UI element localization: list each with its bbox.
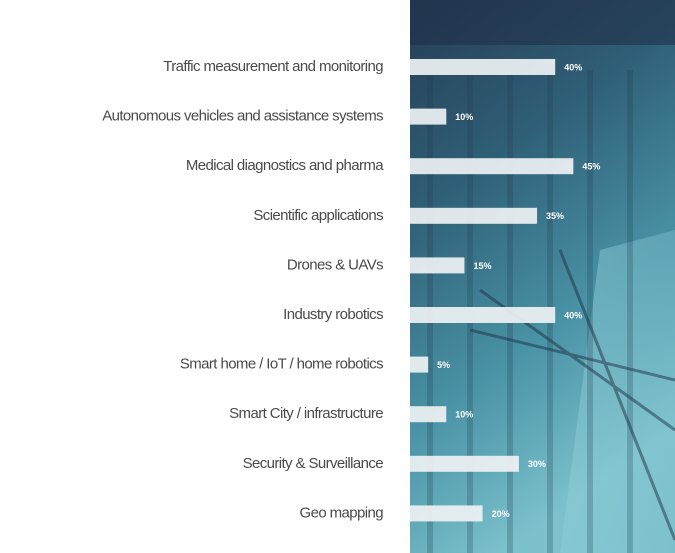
category-label: Security & Surveillance xyxy=(243,455,384,472)
category-label: Drones & UAVs xyxy=(287,256,383,273)
category-label: Smart home / IoT / home robotics xyxy=(180,356,383,373)
bar xyxy=(410,356,429,373)
value-label: 40% xyxy=(564,310,582,320)
value-label: 15% xyxy=(473,261,491,271)
category-label: Industry robotics xyxy=(283,306,383,323)
value-label: 35% xyxy=(546,211,564,221)
background-band xyxy=(410,0,675,45)
bar xyxy=(410,257,465,274)
bar xyxy=(410,455,519,472)
value-label: 10% xyxy=(455,410,473,420)
bar xyxy=(410,307,556,323)
category-label: Scientific applications xyxy=(253,207,383,224)
bar xyxy=(410,505,483,522)
bar xyxy=(410,108,447,125)
value-label: 5% xyxy=(437,360,450,370)
bar xyxy=(410,59,556,75)
bar xyxy=(410,158,574,175)
plot: Traffic measurement and monitoring 40% Aut… xyxy=(102,58,600,522)
bar xyxy=(410,406,447,423)
category-label: Medical diagnostics and pharma xyxy=(186,157,384,174)
value-label: 30% xyxy=(528,459,546,469)
value-label: 20% xyxy=(492,509,510,519)
value-label: 45% xyxy=(582,162,600,172)
value-label: 40% xyxy=(564,62,582,72)
category-label: Smart City / infrastructure xyxy=(229,405,383,422)
category-label: Autonomous vehicles and assistance syste… xyxy=(102,108,383,125)
category-label: Geo mapping xyxy=(300,504,384,521)
value-label: 10% xyxy=(455,112,473,122)
category-label: Traffic measurement and monitoring xyxy=(163,58,383,75)
bar xyxy=(410,207,538,224)
